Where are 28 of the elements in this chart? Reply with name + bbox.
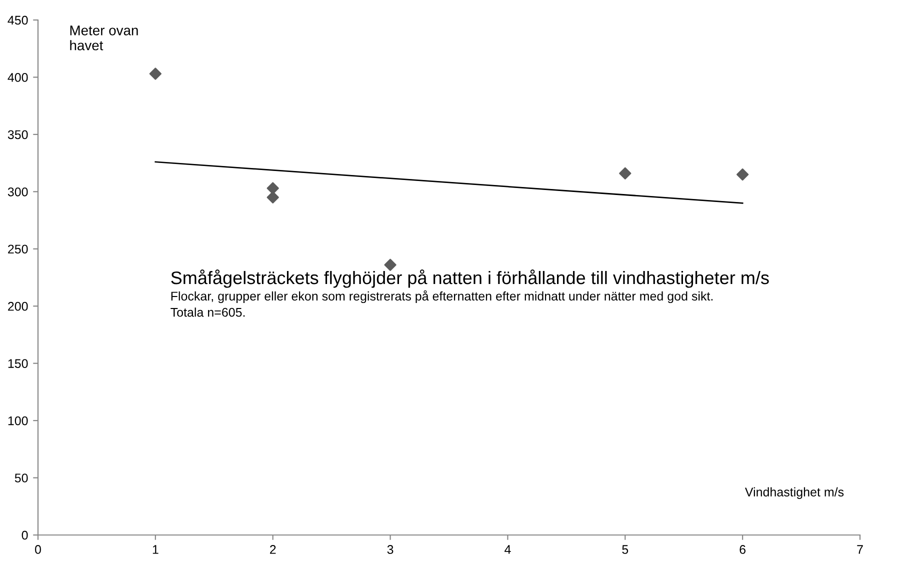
point [149,68,162,80]
y-tick-label: 450 [8,16,28,25]
y-tick-label: 100 [8,416,28,426]
x-axis-title: Vindhastighet m/s [744,487,844,499]
x-tick-label: 5 [622,545,628,554]
y-tick-label: 300 [8,187,28,196]
text: Flockar, grupper eller ekon som registrerats på efternatten efter midnatt under nätter med god sikt. Totala n=605. [170,290,713,317]
x-tick-label: 1 [152,545,158,554]
y-tick-label: 50 [14,474,28,482]
x-tick-label: 4 [504,545,511,554]
point [384,258,396,271]
point [266,191,279,204]
y-tick-label: 200 [8,302,28,311]
y-tick-label: 350 [8,130,28,140]
x-tick-label: 2 [270,545,276,554]
y-axis-title: Meter ovan havet [70,26,138,50]
point [736,168,749,181]
x-tick-label: 7 [857,545,863,554]
point [266,182,279,194]
point [619,167,632,180]
y-tick-label: 150 [8,359,28,368]
x-tick-label: 6 [740,545,746,554]
x-tick-label: 0 [35,545,41,554]
x-tick-label: 3 [387,545,394,554]
y-tick-label: 0 [22,530,28,540]
y-tick-label: 250 [8,244,28,254]
text: Småfågelsträckets flyghöjder på natten i förhållande till vindhastigheter m/s [171,270,769,288]
y-tick-label: 400 [8,73,28,82]
